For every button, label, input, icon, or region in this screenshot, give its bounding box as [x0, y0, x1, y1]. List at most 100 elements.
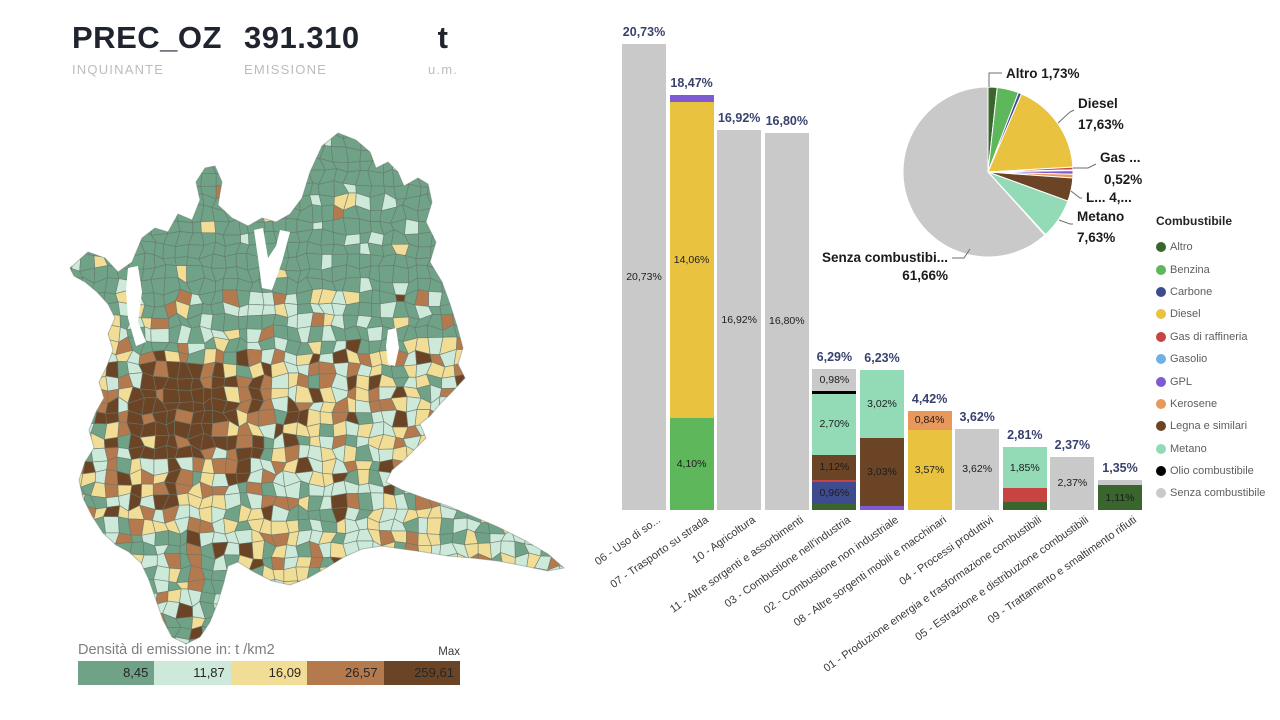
- kpi-emission: 391.310 EMISSIONE: [244, 20, 360, 77]
- bar-segment[interactable]: 0,84%: [907, 410, 952, 430]
- legend-swatch-icon: [1156, 309, 1166, 320]
- pie-callout-label: L... 4,...: [1086, 190, 1132, 205]
- lake-shape: [254, 228, 290, 290]
- bar-segment[interactable]: [1098, 479, 1142, 486]
- pie-callout-label: 7,63%: [1077, 230, 1115, 245]
- bar-segment[interactable]: 3,02%: [860, 370, 904, 438]
- pie-callout-label: Metano: [1077, 209, 1124, 224]
- bar-segment[interactable]: 16,80%: [764, 132, 809, 510]
- choropleth-map[interactable]: [60, 126, 570, 650]
- stacked-bar[interactable]: 4,10% 14,06% 18,47%: [669, 76, 714, 510]
- bar-segment[interactable]: 16,92%: [717, 129, 762, 510]
- legend-item-gpl[interactable]: GPL: [1156, 370, 1278, 392]
- pie-leader-line: [1057, 109, 1075, 124]
- bar-segment[interactable]: 20,73%: [622, 44, 666, 510]
- bar-total-label: 18,47%: [670, 75, 713, 90]
- legend-item-gas-di-raffineria[interactable]: Gas di raffineria: [1156, 326, 1278, 348]
- legend-swatch-icon: [1156, 242, 1166, 253]
- bar-segment[interactable]: 0,98%: [812, 368, 857, 391]
- stacked-bar[interactable]: 16,80% 16,80%: [764, 114, 809, 510]
- legend-swatch-icon: [1156, 443, 1166, 454]
- bar-segment[interactable]: [812, 503, 857, 510]
- bar-segment[interactable]: [812, 479, 857, 483]
- pie-leader-line: [1058, 219, 1073, 225]
- map-legend-bin: 11,87: [154, 661, 231, 685]
- stacked-bar-chart: 20,73% 20,73% 4,10% 14,06% 18,47% 16,92% 16,92…: [585, 0, 1185, 510]
- map-legend-scale: 8,45 11,87 16,09 26,57 259,61: [78, 661, 460, 685]
- legend-item-legna-e-similari[interactable]: Legna e similari: [1156, 415, 1278, 437]
- bar-segment[interactable]: [669, 95, 714, 102]
- stacked-bar[interactable]: 0,96% 1,12% 2,70% 0,98% 6,29%: [812, 350, 857, 510]
- bar-segment[interactable]: 1,12%: [812, 454, 857, 480]
- map-legend-bin: 26,57: [307, 661, 384, 685]
- legend-item-label: Carbone: [1170, 285, 1213, 298]
- stacked-bar[interactable]: 3,03% 3,02% 6,23%: [860, 351, 904, 510]
- legend-item-carbone[interactable]: Carbone: [1156, 281, 1278, 303]
- legend-swatch-icon: [1156, 421, 1166, 432]
- legend-item-label: Benzina: [1170, 263, 1210, 276]
- legend-item-label: Gas di raffineria: [1170, 330, 1248, 343]
- bar-total-label: 2,81%: [1007, 427, 1043, 442]
- stacked-bar[interactable]: 16,92% 16,92%: [717, 111, 762, 510]
- fuel-legend: Combustibile Altro Benzina Carbone Diesel Ga…: [1156, 214, 1278, 505]
- pollutant-value: PREC_OZ: [72, 20, 222, 55]
- stacked-bar[interactable]: 2,37% 2,37%: [1050, 438, 1095, 510]
- legend-swatch-icon: [1156, 354, 1166, 365]
- bar-total-label: 20,73%: [622, 25, 666, 40]
- bar-segment[interactable]: 1,85%: [1002, 446, 1047, 489]
- unit-value: t: [437, 20, 449, 55]
- bar-segment[interactable]: [812, 390, 857, 395]
- region-outline: [69, 132, 566, 645]
- legend-item-gasolio[interactable]: Gasolio: [1156, 348, 1278, 370]
- bar-total-label: 6,23%: [864, 351, 900, 366]
- legend-item-label: Diesel: [1170, 308, 1201, 321]
- legend-item-label: Gasolio: [1170, 353, 1208, 366]
- bar-segment[interactable]: [860, 505, 904, 510]
- legend-item-benzina[interactable]: Benzina: [1156, 258, 1278, 280]
- pie-callout-label: Altro 1,73%: [1006, 66, 1080, 81]
- stacked-bar[interactable]: 1,11% 1,35%: [1098, 461, 1142, 510]
- bar-segment[interactable]: 3,62%: [955, 428, 1000, 510]
- bar-segment[interactable]: 3,03%: [860, 437, 904, 506]
- legend-item-kerosene[interactable]: Kerosene: [1156, 393, 1278, 415]
- legend-item-senza-combustibile[interactable]: Senza combustibile: [1156, 482, 1278, 504]
- legend-item-olio-combustibile[interactable]: Olio combustibile: [1156, 460, 1278, 482]
- stacked-bar[interactable]: 20,73% 20,73%: [622, 25, 666, 510]
- legend-item-metano[interactable]: Metano: [1156, 438, 1278, 460]
- bar-segment[interactable]: 2,37%: [1050, 456, 1095, 510]
- stacked-bar[interactable]: 1,85% 2,81%: [1002, 428, 1047, 510]
- legend-item-diesel[interactable]: Diesel: [1156, 303, 1278, 325]
- bar-total-label: 16,80%: [765, 113, 808, 128]
- legend-swatch-icon: [1156, 376, 1166, 387]
- stacked-bar[interactable]: 3,62% 3,62%: [955, 410, 1000, 510]
- legend-swatch-icon: [1156, 331, 1166, 342]
- legend-swatch-icon: [1156, 488, 1166, 499]
- map-legend: Densità di emissione in: t /km2 Max 8,45…: [78, 642, 460, 685]
- pie-slice-senza-combustibile[interactable]: [902, 86, 1046, 258]
- bar-segment[interactable]: [1002, 488, 1047, 503]
- fuel-pie-chart: Altro 1,73% Diesel 17,63% Gas ... 0,52% L... …: [822, 66, 1142, 283]
- map-legend-bin: 16,09: [230, 661, 308, 685]
- stacked-bar[interactable]: 3,57% 0,84% 4,42%: [907, 392, 952, 510]
- pie-callout-label: 61,66%: [902, 268, 948, 283]
- bar-segment[interactable]: 3,57%: [907, 429, 952, 510]
- map-legend-max: Max: [438, 646, 460, 658]
- legend-item-altro[interactable]: Altro: [1156, 236, 1278, 258]
- bar-segment[interactable]: 4,10%: [669, 417, 714, 510]
- legend-item-label: Olio combustibile: [1170, 465, 1254, 478]
- bar-segment[interactable]: 1,11%: [1098, 485, 1142, 510]
- legend-item-label: Kerosene: [1170, 397, 1218, 410]
- lake-shape: [126, 266, 146, 346]
- municipality-mosaic[interactable]: [60, 126, 570, 650]
- pie-leader-line: [952, 248, 971, 259]
- pie-callout-label: Diesel: [1078, 96, 1118, 111]
- pie-callout-label: Senza combustibi...: [822, 250, 948, 265]
- legend-item-label: Metano: [1170, 442, 1207, 455]
- pie-slice-diesel[interactable]: [987, 93, 1074, 173]
- bar-segment[interactable]: 0,96%: [812, 482, 857, 504]
- pie-callout-label: 0,52%: [1104, 172, 1142, 187]
- bar-segment[interactable]: 14,06%: [669, 101, 714, 418]
- bar-segment[interactable]: 2,70%: [812, 394, 857, 455]
- bar-segment[interactable]: [1002, 502, 1047, 510]
